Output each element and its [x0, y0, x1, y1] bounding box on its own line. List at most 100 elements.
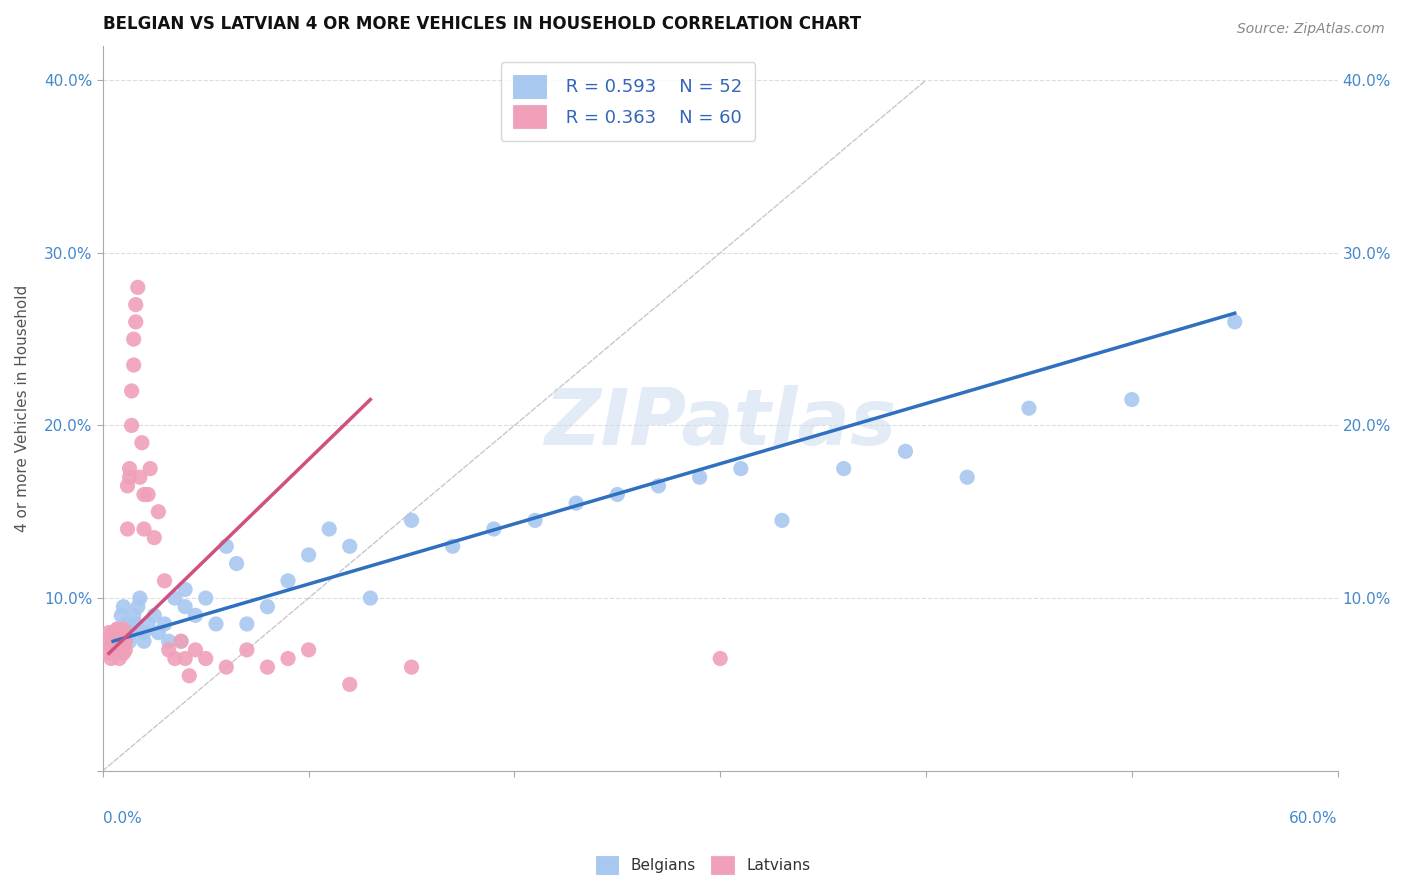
Point — [128, 470, 150, 484]
Point — [194, 591, 217, 605]
Point — [297, 548, 319, 562]
Point — [118, 461, 141, 475]
Point — [104, 646, 127, 660]
Point — [117, 617, 139, 632]
Point — [157, 634, 180, 648]
Point — [153, 574, 176, 588]
Point — [105, 636, 128, 650]
Point — [359, 591, 381, 605]
Point — [101, 643, 124, 657]
Point — [108, 634, 131, 648]
Legend:  R = 0.593    N = 52,  R = 0.363    N = 60: R = 0.593 N = 52, R = 0.363 N = 60 — [501, 62, 755, 141]
Point — [121, 418, 143, 433]
Point — [179, 669, 201, 683]
Point — [277, 651, 299, 665]
Point — [153, 617, 176, 632]
Point — [1223, 315, 1246, 329]
Point — [132, 522, 155, 536]
Point — [125, 617, 148, 632]
Point — [297, 643, 319, 657]
Point — [125, 315, 148, 329]
Point — [832, 461, 855, 475]
Point — [139, 461, 162, 475]
Point — [256, 660, 278, 674]
Point — [277, 574, 299, 588]
Point — [122, 608, 145, 623]
Point — [108, 643, 131, 657]
Point — [114, 643, 136, 657]
Point — [118, 634, 141, 648]
Point — [105, 622, 128, 636]
Point — [1018, 401, 1040, 416]
Point — [105, 629, 128, 643]
Point — [122, 332, 145, 346]
Point — [110, 640, 132, 654]
Point — [118, 470, 141, 484]
Point — [100, 651, 122, 665]
Point — [143, 608, 166, 623]
Point — [128, 591, 150, 605]
Point — [104, 640, 127, 654]
Point — [174, 651, 197, 665]
Point — [689, 470, 711, 484]
Point — [117, 522, 139, 536]
Point — [318, 522, 340, 536]
Point — [132, 487, 155, 501]
Point — [110, 625, 132, 640]
Point — [401, 513, 423, 527]
Point — [163, 651, 186, 665]
Point — [709, 651, 731, 665]
Point — [101, 634, 124, 648]
Point — [100, 629, 122, 643]
Point — [132, 625, 155, 640]
Point — [215, 660, 238, 674]
Legend: Belgians, Latvians: Belgians, Latvians — [589, 850, 817, 880]
Point — [112, 646, 135, 660]
Point — [441, 539, 464, 553]
Point — [136, 617, 159, 632]
Point — [148, 505, 170, 519]
Point — [256, 599, 278, 614]
Point — [170, 634, 193, 648]
Point — [170, 634, 193, 648]
Point — [194, 651, 217, 665]
Text: 60.0%: 60.0% — [1289, 811, 1337, 826]
Point — [606, 487, 628, 501]
Point — [225, 557, 247, 571]
Point — [121, 384, 143, 398]
Point — [108, 643, 131, 657]
Point — [482, 522, 505, 536]
Point — [956, 470, 979, 484]
Point — [108, 651, 131, 665]
Point — [112, 629, 135, 643]
Point — [132, 634, 155, 648]
Point — [184, 643, 207, 657]
Point — [215, 539, 238, 553]
Point — [148, 625, 170, 640]
Point — [117, 479, 139, 493]
Y-axis label: 4 or more Vehicles in Household: 4 or more Vehicles in Household — [15, 285, 30, 532]
Point — [101, 625, 124, 640]
Point — [98, 625, 121, 640]
Point — [127, 599, 149, 614]
Point — [401, 660, 423, 674]
Point — [174, 599, 197, 614]
Text: Source: ZipAtlas.com: Source: ZipAtlas.com — [1237, 22, 1385, 37]
Point — [524, 513, 547, 527]
Point — [174, 582, 197, 597]
Point — [125, 297, 148, 311]
Point — [110, 608, 132, 623]
Point — [127, 280, 149, 294]
Point — [184, 608, 207, 623]
Point — [112, 638, 135, 652]
Point — [136, 487, 159, 501]
Point — [163, 591, 186, 605]
Point — [121, 625, 143, 640]
Point — [647, 479, 669, 493]
Point — [339, 539, 361, 553]
Point — [339, 677, 361, 691]
Point — [100, 640, 122, 654]
Point — [894, 444, 917, 458]
Point — [730, 461, 752, 475]
Point — [131, 435, 153, 450]
